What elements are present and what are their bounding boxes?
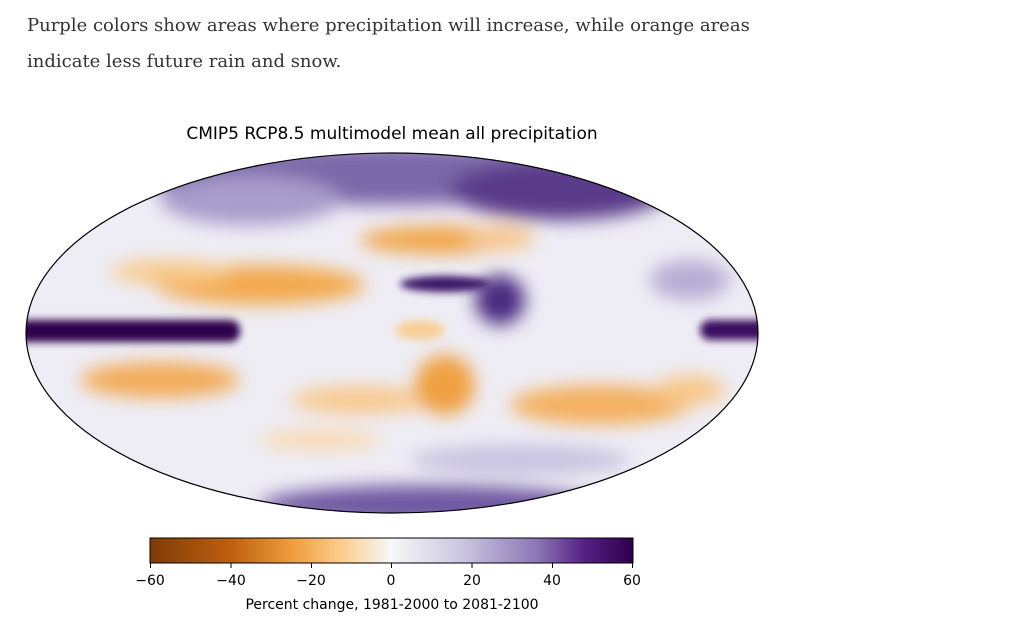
colorbar-tick: 20	[463, 573, 481, 589]
colorbar-tick: 60	[623, 573, 641, 589]
colorbar-tick: −60	[135, 573, 165, 589]
colorbar-tick: −40	[216, 573, 246, 589]
colorbar: −60 −40 −20 0 20 40 60 Percent change, 1…	[135, 537, 641, 613]
colorbar-label: Percent change, 1981-2000 to 2081-2100	[245, 597, 538, 613]
map-title: CMIP5 RCP8.5 multimodel mean all precipi…	[186, 124, 597, 144]
colorbar-tick: 40	[543, 573, 561, 589]
globe-outline	[25, 152, 759, 514]
colorbar-tick: −20	[296, 573, 326, 589]
colorbar-tick: 0	[387, 573, 396, 589]
map-field	[26, 153, 758, 513]
antarctic-increase	[260, 485, 600, 513]
colorbar-gradient	[149, 537, 634, 564]
article-paragraph: Purple colors show areas where precipita…	[27, 15, 750, 72]
pacific-equatorial-increase	[26, 320, 240, 342]
